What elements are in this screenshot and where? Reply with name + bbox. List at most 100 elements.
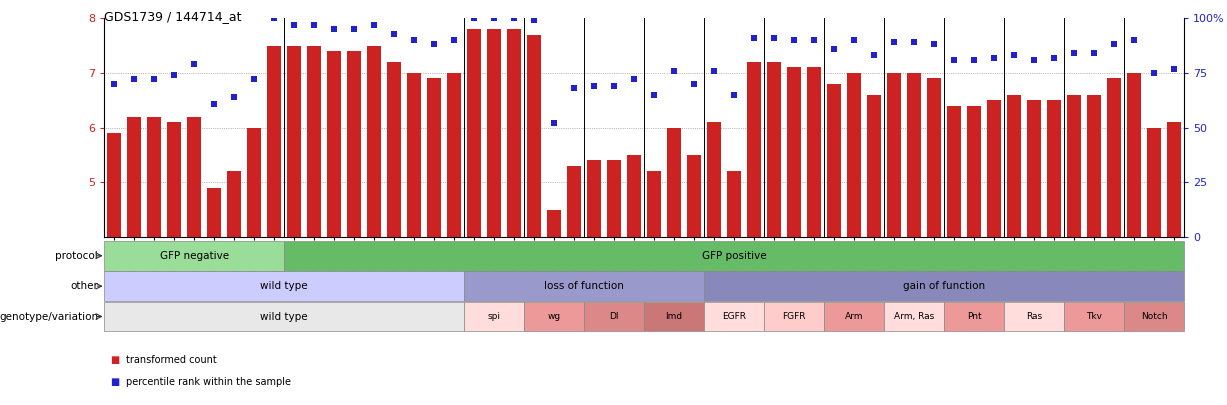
Text: lmd: lmd <box>665 312 682 321</box>
Bar <box>667 128 681 237</box>
Bar <box>447 73 461 237</box>
Bar <box>1128 73 1141 237</box>
Bar <box>547 210 561 237</box>
Point <box>605 83 625 89</box>
Bar <box>887 73 901 237</box>
Bar <box>427 78 442 237</box>
Point <box>265 15 285 21</box>
Text: Notch: Notch <box>1141 312 1167 321</box>
Point <box>724 92 744 98</box>
Text: protocol: protocol <box>55 251 98 261</box>
Point <box>124 76 144 83</box>
Text: percentile rank within the sample: percentile rank within the sample <box>126 377 291 387</box>
Point <box>864 52 883 59</box>
Bar <box>607 160 621 237</box>
Point <box>644 92 664 98</box>
Text: genotype/variation: genotype/variation <box>0 311 98 322</box>
Text: Ras: Ras <box>1026 312 1042 321</box>
Bar <box>188 117 201 237</box>
Text: GFP negative: GFP negative <box>160 251 229 261</box>
Point <box>145 76 164 83</box>
Bar <box>987 100 1001 237</box>
Text: EGFR: EGFR <box>723 312 746 321</box>
Bar <box>407 73 421 237</box>
Bar <box>627 155 642 237</box>
Text: Dl: Dl <box>610 312 618 321</box>
Point <box>164 72 184 78</box>
Text: transformed count: transformed count <box>126 355 217 364</box>
Point <box>844 37 864 43</box>
Text: wild type: wild type <box>260 281 308 291</box>
Bar <box>467 29 481 237</box>
Point <box>664 68 683 74</box>
Bar <box>267 46 281 237</box>
Bar <box>367 46 382 237</box>
Bar <box>307 46 321 237</box>
Point <box>924 41 944 48</box>
Point <box>764 35 784 41</box>
Bar <box>1027 100 1040 237</box>
Bar <box>567 166 582 237</box>
Point <box>304 21 324 28</box>
Bar <box>1147 128 1161 237</box>
Point <box>904 39 924 45</box>
Bar <box>388 62 401 237</box>
Point <box>524 17 544 23</box>
Bar <box>1047 100 1061 237</box>
Point <box>384 30 404 37</box>
Bar <box>788 67 801 237</box>
Text: Arm, Ras: Arm, Ras <box>894 312 934 321</box>
Text: GFP positive: GFP positive <box>702 251 767 261</box>
Point <box>1025 57 1044 63</box>
Bar <box>707 122 721 237</box>
Text: ■: ■ <box>110 377 120 387</box>
Text: wild type: wild type <box>260 311 308 322</box>
Text: FGFR: FGFR <box>783 312 806 321</box>
Text: Arm: Arm <box>845 312 864 321</box>
Point <box>205 100 225 107</box>
Point <box>885 39 904 45</box>
Text: GDS1739 / 144714_at: GDS1739 / 144714_at <box>104 10 242 23</box>
Bar <box>807 67 821 237</box>
Point <box>784 37 804 43</box>
Point <box>825 46 844 52</box>
Text: spi: spi <box>487 312 501 321</box>
Bar <box>928 78 941 237</box>
Text: Tkv: Tkv <box>1086 312 1102 321</box>
Point <box>1164 65 1184 72</box>
Bar <box>647 171 661 237</box>
Point <box>805 37 825 43</box>
Point <box>285 21 304 28</box>
Bar <box>287 46 302 237</box>
Bar <box>107 133 121 237</box>
Point <box>1145 70 1164 76</box>
Point <box>745 35 764 41</box>
Bar <box>588 160 601 237</box>
Bar <box>827 84 842 237</box>
Point <box>685 81 704 87</box>
Text: other: other <box>70 281 98 291</box>
Bar <box>1167 122 1182 237</box>
Bar <box>248 128 261 237</box>
Bar <box>767 62 782 237</box>
Point <box>625 76 644 83</box>
Point <box>704 68 724 74</box>
Bar <box>167 122 182 237</box>
Point <box>485 15 504 21</box>
Point <box>425 41 444 48</box>
Point <box>364 21 384 28</box>
Bar <box>1007 95 1021 237</box>
Point <box>464 15 483 21</box>
Point <box>1064 50 1083 56</box>
Point <box>584 83 604 89</box>
Bar <box>687 155 701 237</box>
Text: Pnt: Pnt <box>967 312 982 321</box>
Bar <box>728 171 741 237</box>
Bar <box>1107 78 1121 237</box>
Text: loss of function: loss of function <box>545 281 625 291</box>
Bar <box>147 117 161 237</box>
Bar <box>907 73 921 237</box>
Point <box>1044 54 1064 61</box>
Bar <box>328 51 341 237</box>
Point <box>444 37 464 43</box>
